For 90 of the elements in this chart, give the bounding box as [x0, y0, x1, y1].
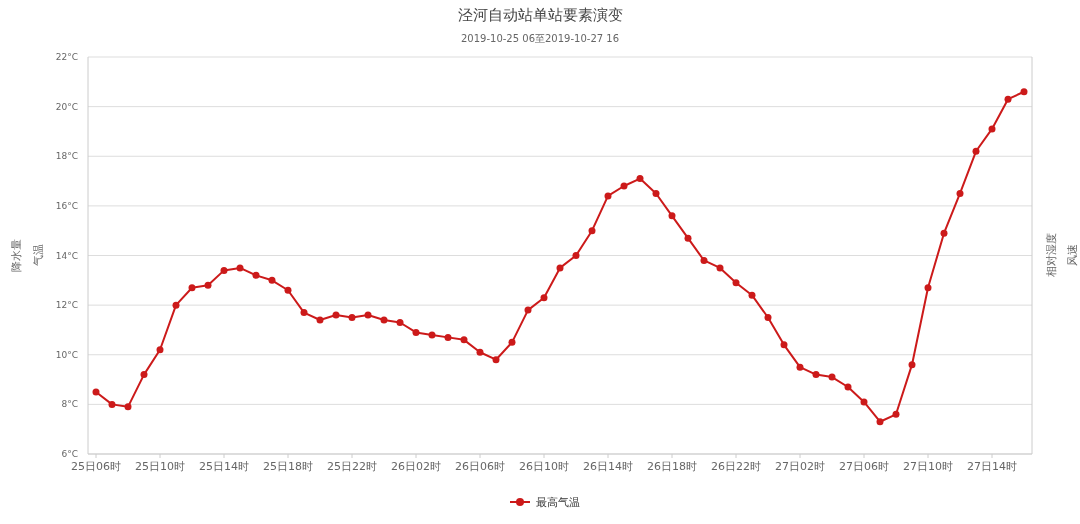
point [1004, 95, 1012, 103]
point [476, 348, 484, 356]
x-tick-label: 27日10时 [903, 460, 953, 473]
point [108, 400, 116, 408]
point [428, 331, 436, 339]
point [796, 363, 804, 371]
point [668, 212, 676, 220]
point [460, 336, 468, 344]
point [684, 234, 692, 242]
x-tick-label: 26日22时 [711, 460, 761, 473]
point [380, 316, 388, 324]
point [156, 346, 164, 354]
point [444, 333, 452, 341]
y-axis-title: 气温 [32, 244, 45, 266]
chart-subtitle: 2019-10-25 06至2019-10-27 16 [460, 33, 620, 44]
y-tick-label: 20°C [55, 101, 78, 112]
y-tick-label: 8°C [61, 399, 78, 410]
point [860, 398, 868, 406]
point [204, 281, 212, 289]
y-tick-label: 16°C [55, 200, 78, 211]
point [972, 147, 980, 155]
point [764, 314, 772, 322]
point [604, 192, 612, 200]
y-tick-label: 22°C [55, 52, 78, 62]
point [780, 341, 788, 349]
point [876, 418, 884, 426]
y-tick-label: 10°C [55, 349, 78, 360]
point [620, 182, 628, 190]
point [908, 361, 916, 369]
point [316, 316, 324, 324]
point [652, 189, 660, 197]
point [636, 175, 644, 183]
point [892, 410, 900, 418]
point [700, 256, 708, 264]
point [540, 294, 548, 302]
point [988, 125, 996, 133]
x-tick-label: 27日02时 [775, 460, 825, 473]
point [284, 286, 292, 294]
point [748, 291, 756, 299]
x-tick-label: 26日06时 [455, 460, 505, 473]
point [1020, 88, 1028, 96]
point [268, 276, 276, 284]
point [332, 311, 340, 319]
x-tick-label: 27日06时 [839, 460, 889, 473]
x-tick-label: 26日18时 [647, 460, 697, 473]
point [348, 314, 356, 322]
point [412, 328, 420, 336]
x-tick-label: 26日14时 [583, 460, 633, 473]
point [188, 284, 196, 292]
point [300, 309, 308, 317]
legend-label: 最高气温 [536, 496, 580, 509]
y-tick-label: 18°C [55, 151, 78, 162]
x-tick-label: 25日14时 [199, 460, 249, 473]
y2-axis-title: 相对湿度 [1045, 233, 1058, 277]
point [924, 284, 932, 292]
x-tick-label: 25日18时 [263, 460, 313, 473]
point [956, 189, 964, 197]
y-tick-label: 12°C [55, 300, 78, 311]
point [588, 227, 596, 235]
x-tick-label: 26日10时 [519, 460, 569, 473]
point [572, 252, 580, 259]
point [172, 301, 180, 309]
x-tick-label: 25日10时 [135, 460, 185, 473]
point [220, 266, 228, 274]
point [812, 371, 820, 379]
text: 降水量 [10, 238, 23, 272]
point [844, 383, 852, 391]
x-tick-label: 27日14时 [967, 460, 1017, 473]
x-tick-label: 25日06时 [71, 460, 121, 473]
x-tick-label: 25日22时 [327, 460, 377, 473]
y-tick-label: 14°C [55, 250, 78, 261]
x-tick-label: 26日02时 [391, 460, 441, 473]
point [828, 373, 836, 381]
point [940, 229, 948, 237]
y-tick-label: 6°C [61, 449, 78, 459]
point [524, 306, 532, 314]
point [732, 279, 740, 287]
point [92, 388, 100, 396]
text: 风速 [1066, 244, 1079, 266]
point [492, 356, 500, 364]
point [396, 318, 404, 326]
point [140, 371, 148, 379]
point [364, 311, 372, 319]
point [252, 271, 260, 279]
chart-title: 泾河自动站单站要素演变 [457, 6, 623, 24]
point [508, 338, 516, 346]
point [236, 264, 244, 272]
point [124, 403, 132, 411]
point [716, 264, 724, 272]
point [556, 264, 564, 272]
